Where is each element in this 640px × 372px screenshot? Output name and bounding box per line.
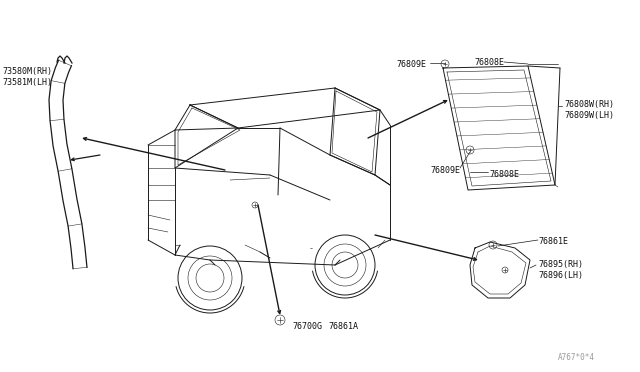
Text: 76896(LH): 76896(LH) [538, 271, 583, 280]
Text: A767*0*4: A767*0*4 [558, 353, 595, 362]
Text: 76809E: 76809E [396, 60, 426, 69]
Text: 76700G: 76700G [292, 322, 322, 331]
Text: 76808E: 76808E [474, 58, 504, 67]
Text: 76809W(LH): 76809W(LH) [564, 111, 614, 120]
Text: 76808W(RH): 76808W(RH) [564, 100, 614, 109]
Text: 76895(RH): 76895(RH) [538, 260, 583, 269]
Text: 73580M(RH): 73580M(RH) [2, 67, 52, 76]
Text: 76809E: 76809E [430, 166, 460, 175]
Text: 76861A: 76861A [328, 322, 358, 331]
Text: 76808E: 76808E [489, 170, 519, 179]
Text: 73581M(LH): 73581M(LH) [2, 78, 52, 87]
Text: 76861E: 76861E [538, 237, 568, 246]
